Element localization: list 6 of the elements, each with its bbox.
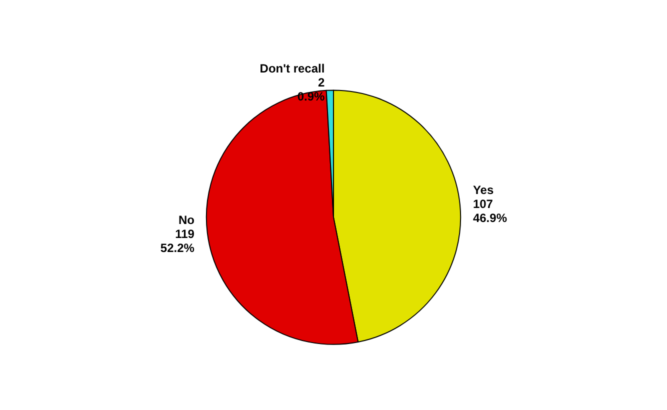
- data-label: 2 0.9%: [297, 75, 326, 104]
- slice-label: No: [178, 213, 194, 228]
- data-label: 119 52.2%: [160, 227, 195, 256]
- data-label: 107 46.9%: [472, 197, 508, 226]
- slice-label: Don't recall: [260, 61, 325, 76]
- slice-label: Yes: [472, 183, 494, 198]
